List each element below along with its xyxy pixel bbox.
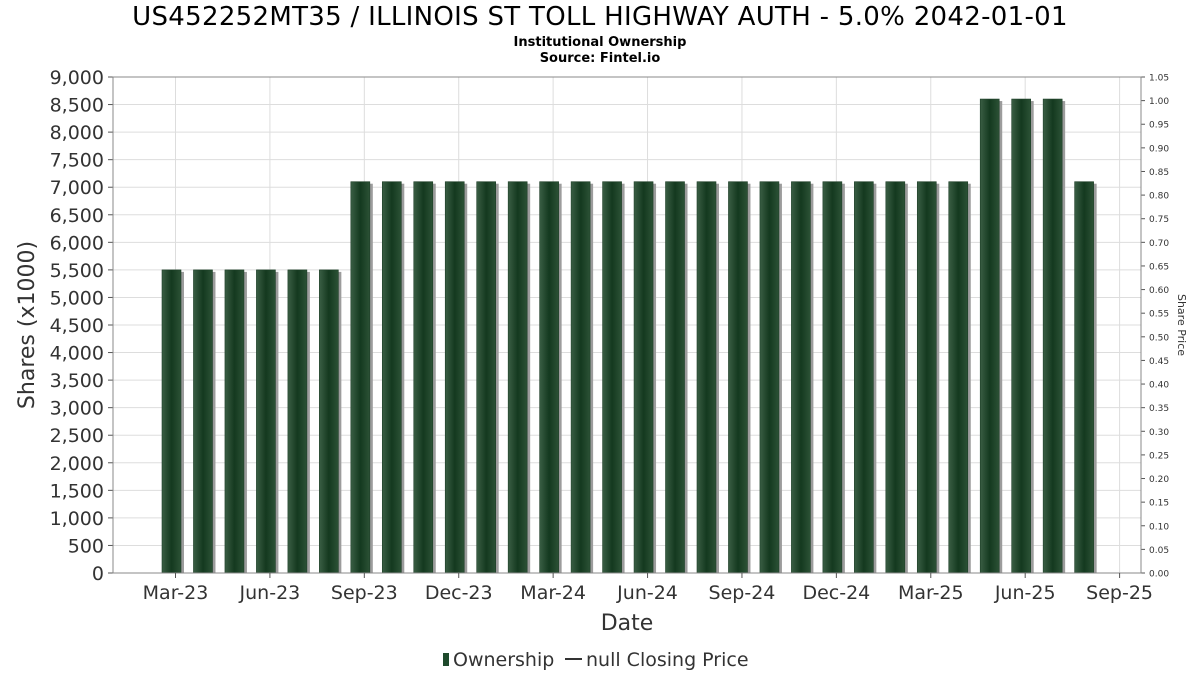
ownership-bar bbox=[728, 181, 748, 574]
x-tick-label: Mar-23 bbox=[143, 582, 209, 604]
y2-tick-label: 0.25 bbox=[1149, 451, 1169, 461]
y-tick-label: 500 bbox=[68, 535, 104, 557]
y2-tick-label: 0.55 bbox=[1149, 310, 1169, 320]
y2-tick-label: 0.70 bbox=[1149, 239, 1169, 249]
y-tick-label: 7,500 bbox=[50, 150, 104, 172]
ownership-bar bbox=[602, 181, 622, 574]
legend-ownership-swatch bbox=[443, 653, 449, 666]
ownership-bar bbox=[507, 181, 528, 574]
ownership-bar bbox=[444, 181, 465, 574]
ownership-bar bbox=[193, 269, 213, 574]
y2-tick-label: 0.90 bbox=[1149, 144, 1169, 154]
x-tick-label: Sep-24 bbox=[709, 582, 776, 604]
x-tick-label: Sep-25 bbox=[1086, 582, 1153, 604]
legend-price-label: null Closing Price bbox=[586, 649, 749, 671]
ownership-bar bbox=[319, 269, 339, 574]
chart-subtitle: Institutional Ownership bbox=[513, 35, 687, 50]
ownership-bar bbox=[539, 181, 559, 574]
y2-tick-label: 0.45 bbox=[1149, 357, 1169, 367]
y-tick-label: 1,500 bbox=[50, 480, 104, 502]
x-tick-label: Jun-23 bbox=[239, 582, 301, 604]
y-tick-label: 1,000 bbox=[50, 508, 104, 530]
ownership-bar bbox=[1011, 98, 1031, 574]
ownership-bar bbox=[979, 98, 1000, 574]
chart-source: Source: Fintel.io bbox=[539, 51, 661, 66]
x-tick-label: Dec-24 bbox=[802, 582, 870, 604]
x-axis-label: Date bbox=[601, 611, 654, 636]
y2-axis-label: Share Price bbox=[1175, 294, 1188, 356]
y-tick-label: 8,000 bbox=[50, 122, 104, 144]
ownership-bar bbox=[570, 181, 591, 574]
y-tick-label: 7,000 bbox=[50, 177, 104, 199]
ownership-bar bbox=[381, 181, 402, 574]
y2-tick-label: 0.80 bbox=[1149, 192, 1169, 202]
y-tick-label: 5,500 bbox=[50, 260, 104, 282]
ownership-bar bbox=[948, 181, 969, 574]
ownership-bar bbox=[1074, 181, 1094, 574]
y2-tick-label: 1.05 bbox=[1149, 74, 1169, 84]
y2-tick-label: 0.30 bbox=[1149, 428, 1169, 438]
ownership-bar bbox=[224, 269, 245, 574]
ownership-bar bbox=[696, 181, 717, 574]
y2-tick-label: 0.85 bbox=[1149, 168, 1169, 178]
y-tick-label: 0 bbox=[92, 563, 104, 585]
legend-ownership-label: Ownership bbox=[453, 649, 554, 671]
y-tick-label: 2,500 bbox=[50, 425, 104, 447]
ownership-bar bbox=[413, 181, 434, 574]
y-tick-label: 9,000 bbox=[50, 67, 104, 89]
y-tick-label: 5,000 bbox=[50, 287, 104, 309]
y-tick-label: 4,500 bbox=[50, 315, 104, 337]
y2-tick-label: 0.05 bbox=[1149, 546, 1169, 556]
ownership-bar bbox=[476, 181, 497, 574]
chart-title: US452252MT35 / ILLINOIS ST TOLL HIGHWAY … bbox=[132, 2, 1068, 32]
y2-tick-label: 0.35 bbox=[1149, 404, 1169, 414]
ownership-bar bbox=[759, 181, 780, 574]
ownership-bar bbox=[161, 269, 182, 574]
y-tick-label: 6,000 bbox=[50, 232, 104, 254]
ownership-bar bbox=[287, 269, 308, 574]
ownership-bar bbox=[256, 269, 276, 574]
ownership-bar bbox=[1042, 98, 1063, 574]
ownership-bar bbox=[885, 181, 906, 574]
x-tick-label: Mar-25 bbox=[898, 582, 964, 604]
y2-tick-label: 0.75 bbox=[1149, 215, 1169, 225]
y2-tick-label: 0.10 bbox=[1149, 522, 1169, 532]
y-tick-label: 3,000 bbox=[50, 398, 104, 420]
y2-tick-label: 0.65 bbox=[1149, 262, 1169, 272]
ownership-bar bbox=[350, 181, 371, 574]
y-tick-label: 2,000 bbox=[50, 453, 104, 475]
ownership-bar bbox=[633, 181, 654, 574]
y2-tick-label: 0.00 bbox=[1149, 570, 1169, 580]
y-tick-label: 6,500 bbox=[50, 205, 104, 227]
y2-tick-label: 0.50 bbox=[1149, 333, 1169, 343]
y-tick-label: 4,000 bbox=[50, 343, 104, 365]
y2-tick-label: 0.15 bbox=[1149, 499, 1169, 509]
ownership-bar bbox=[822, 181, 843, 574]
x-tick-label: Jun-24 bbox=[616, 582, 678, 604]
y2-tick-label: 1.00 bbox=[1149, 97, 1169, 107]
y2-tick-label: 0.20 bbox=[1149, 475, 1169, 485]
ownership-bar bbox=[665, 181, 685, 574]
y2-tick-label: 0.95 bbox=[1149, 121, 1169, 131]
x-tick-label: Sep-23 bbox=[331, 582, 398, 604]
ownership-bar bbox=[916, 181, 937, 574]
y-axis-label: Shares (x1000) bbox=[15, 241, 40, 409]
y2-tick-label: 0.60 bbox=[1149, 286, 1169, 296]
y-tick-label: 3,500 bbox=[50, 370, 104, 392]
ownership-bar bbox=[854, 181, 874, 574]
x-tick-label: Dec-23 bbox=[425, 582, 493, 604]
ownership-bar bbox=[791, 181, 811, 574]
x-tick-label: Jun-25 bbox=[994, 582, 1056, 604]
y-tick-label: 8,500 bbox=[50, 95, 104, 117]
y2-tick-label: 0.40 bbox=[1149, 381, 1169, 391]
x-tick-label: Mar-24 bbox=[520, 582, 586, 604]
plot-border bbox=[112, 76, 1142, 574]
